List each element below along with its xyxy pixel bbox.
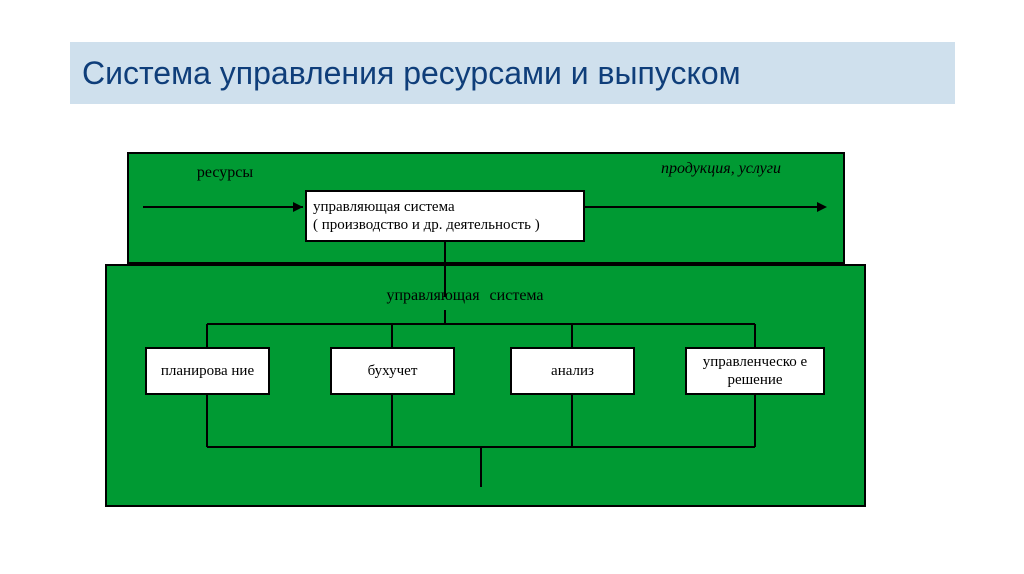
top-system-text: управляющая система ( производство и др.… (313, 198, 540, 234)
planning-text: планирова ние (161, 362, 254, 380)
decision-text: управленческо е решение (693, 353, 817, 389)
decision-box: управленческо е решение (685, 347, 825, 395)
planning-box: планирова ние (145, 347, 270, 395)
slide-title: Система управления ресурсами и выпуском (82, 55, 741, 92)
controlling-system-label: управляющая система (365, 287, 565, 305)
products-label: продукция, услуги (661, 160, 781, 178)
diagram-canvas: ресурсы продукция, услуги управляющая си… (105, 152, 866, 507)
top-system-box: управляющая система ( производство и др.… (305, 190, 585, 242)
accounting-box: бухучет (330, 347, 455, 395)
analysis-text: анализ (551, 362, 594, 380)
analysis-box: анализ (510, 347, 635, 395)
accounting-text: бухучет (368, 362, 418, 380)
slide-title-bar: Система управления ресурсами и выпуском (70, 42, 955, 104)
resources-label: ресурсы (185, 164, 265, 182)
